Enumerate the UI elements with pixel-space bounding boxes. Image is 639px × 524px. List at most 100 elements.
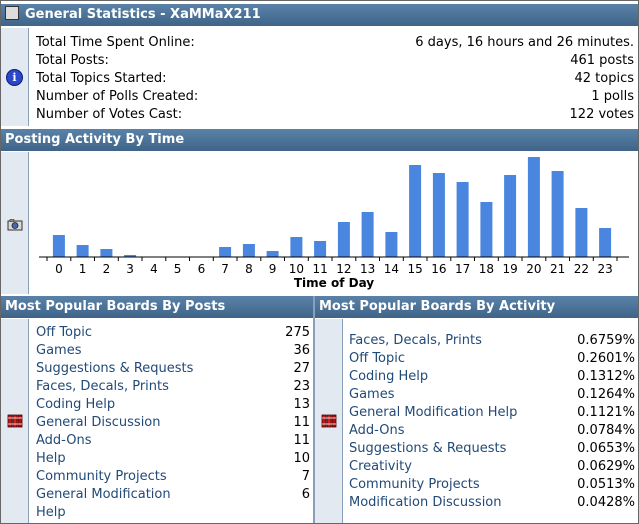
stat-label: Total Time Spent Online: <box>36 35 195 50</box>
general-stats-sidebar: i <box>1 28 29 126</box>
tick-label: 5 <box>174 262 182 276</box>
board-link[interactable]: Community Projects <box>36 469 167 484</box>
board-link[interactable]: Off Topic <box>36 325 93 340</box>
boards-activity-title: Most Popular Boards By Activity <box>319 299 556 314</box>
board-link[interactable]: Faces, Decals, Prints <box>349 333 482 348</box>
boards-posts-header: Most Popular Boards By Posts <box>1 296 313 318</box>
boards-posts-title: Most Popular Boards By Posts <box>5 299 226 314</box>
stat-row: Number of Polls Created: 1 polls <box>36 88 634 106</box>
board-row: Add-Ons 11 <box>36 432 310 450</box>
tick-label: 1 <box>79 262 87 276</box>
stat-label: Total Posts: <box>36 53 109 68</box>
board-link[interactable]: General Discussion <box>36 415 161 430</box>
board-value: 7 <box>301 469 310 484</box>
column-divider <box>313 296 315 523</box>
board-link[interactable]: Community Projects <box>349 477 480 492</box>
boards-activity-body: Faces, Decals, Prints 0.6759% Off Topic 0.2… <box>349 332 635 520</box>
board-row: Creativity 0.0629% <box>349 458 635 476</box>
board-value: 11 <box>293 433 310 448</box>
stat-label: Total Topics Started: <box>36 71 167 86</box>
bar-hour-14 <box>385 232 398 257</box>
board-row: Games 36 <box>36 342 310 360</box>
board-link[interactable]: General Modification Help <box>36 487 171 520</box>
board-link[interactable]: Add-Ons <box>36 433 92 448</box>
bar-hour-11 <box>314 241 327 257</box>
board-link[interactable]: Faces, Decals, Prints <box>36 379 169 394</box>
board-value: 0.2601% <box>577 351 635 366</box>
stat-value: 1 polls <box>591 89 634 104</box>
bar-hour-22 <box>575 208 588 257</box>
tick-label: 18 <box>479 262 494 276</box>
board-row: General Discussion 11 <box>36 414 310 432</box>
board-link[interactable]: Off Topic <box>349 351 406 366</box>
general-stats-body: Total Time Spent Online: 6 days, 16 hours… <box>36 34 634 124</box>
books-icon <box>321 414 337 428</box>
board-value: 0.1312% <box>577 369 635 384</box>
board-link[interactable]: Suggestions & Requests <box>349 441 507 456</box>
board-link[interactable]: Add-Ons <box>349 423 405 438</box>
board-row: Off Topic 275 <box>36 324 310 342</box>
board-value: 23 <box>293 379 310 394</box>
board-link[interactable]: Coding Help <box>349 369 429 384</box>
general-stats-header: General Statistics - XaMMaX211 <box>1 4 638 26</box>
boards-activity-sidebar <box>315 319 343 523</box>
general-stats-title: General Statistics - XaMMaX211 <box>25 7 261 22</box>
tick-label: 8 <box>245 262 253 276</box>
bar-hour-13 <box>361 212 374 257</box>
board-row: Suggestions & Requests 27 <box>36 360 310 378</box>
stat-value: 6 days, 16 hours and 26 minutes. <box>415 35 634 50</box>
tick-label: 12 <box>336 262 351 276</box>
tick-label: 16 <box>431 262 446 276</box>
x-axis-label: Time of Day <box>294 276 374 290</box>
tick-label: 10 <box>289 262 304 276</box>
bar-hour-21 <box>551 171 564 257</box>
board-value: 0.0513% <box>577 477 635 492</box>
stats-icon <box>5 6 19 20</box>
board-row: Help 10 <box>36 450 310 468</box>
tick-label: 9 <box>269 262 277 276</box>
bar-hour-12 <box>337 222 350 257</box>
posting-activity-chart: 0 1 2 3 4 5 6 7 8 9 10 11 12 13 14 15 16 17 18 19 20 21 22 23 T… <box>39 157 629 290</box>
tick-label: 0 <box>55 262 63 276</box>
stat-value: 42 topics <box>574 71 634 86</box>
board-value: 10 <box>293 451 310 466</box>
stat-row: Total Posts: 461 posts <box>36 52 634 70</box>
activity-header: Posting Activity By Time <box>1 129 638 151</box>
books-icon <box>7 414 23 428</box>
board-link[interactable]: Help <box>36 451 66 466</box>
info-icon: i <box>6 69 23 86</box>
board-value: 11 <box>293 415 310 430</box>
board-value: 36 <box>293 343 310 358</box>
board-row: Faces, Decals, Prints 23 <box>36 378 310 396</box>
tick-label: 19 <box>502 262 517 276</box>
board-link[interactable]: Creativity <box>349 459 412 474</box>
bar-hour-8 <box>242 244 255 257</box>
board-value: 6 <box>301 487 310 502</box>
bar-hour-20 <box>527 157 540 257</box>
boards-posts-sidebar <box>1 319 29 523</box>
board-value: 0.1121% <box>577 405 635 420</box>
bar-hour-1 <box>76 245 89 257</box>
board-row: Add-Ons 0.0784% <box>349 422 635 440</box>
board-row: Faces, Decals, Prints 0.6759% <box>349 332 635 350</box>
board-link[interactable]: Games <box>36 343 82 358</box>
tick-label: 15 <box>407 262 422 276</box>
bar-hour-23 <box>599 228 612 257</box>
board-link[interactable]: Games <box>349 387 395 402</box>
board-value: 0.1264% <box>577 387 635 402</box>
tick-label: 20 <box>526 262 541 276</box>
board-link[interactable]: Suggestions & Requests <box>36 361 194 376</box>
activity-title: Posting Activity By Time <box>5 132 185 147</box>
tick-label: 22 <box>574 262 589 276</box>
tick-label: 3 <box>126 262 134 276</box>
activity-sidebar <box>1 152 29 294</box>
board-link[interactable]: Coding Help <box>36 397 116 412</box>
board-row: Off Topic 0.2601% <box>349 350 635 368</box>
board-row: Community Projects 0.0513% <box>349 476 635 494</box>
board-link[interactable]: Modification Discussion <box>349 495 502 510</box>
board-link[interactable]: General Modification Help <box>349 405 518 420</box>
boards-activity-header: Most Popular Boards By Activity <box>315 296 638 318</box>
bar-hour-7 <box>219 247 232 257</box>
tick-label: 2 <box>103 262 111 276</box>
